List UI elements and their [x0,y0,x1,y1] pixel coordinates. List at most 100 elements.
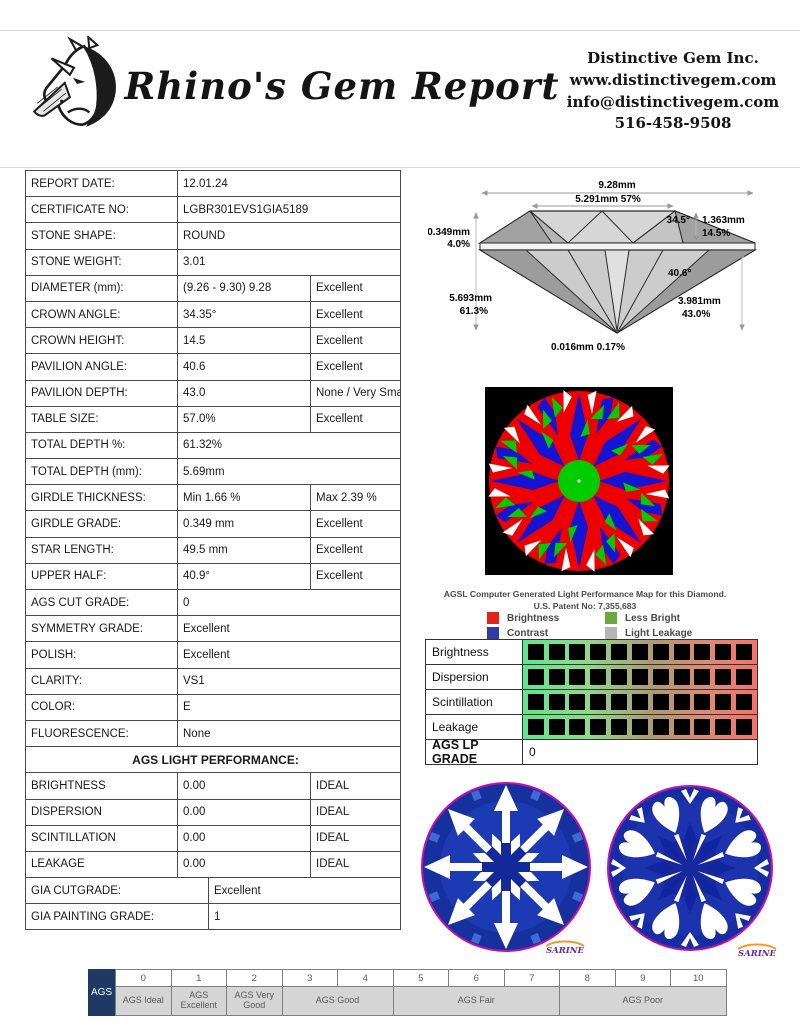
row-value: ROUND [183,229,226,242]
lp-bar-row: Brightness [426,640,757,665]
crown-height-mm-label: 1.363mm [702,215,745,226]
report-table: REPORT DATE: 12.01.24 CERTIFICATE NO: LGBR… [25,170,401,931]
row-value: 5.69mm [183,465,225,478]
row-label: TOTAL DEPTH (mm): [26,459,178,485]
table-row: GIA PAINTING GRADE: 1 [26,904,400,931]
row-label: TABLE SIZE: [26,406,178,432]
row-grade: IDEAL [316,779,350,792]
lp-bar-label: Scintillation [426,690,523,714]
sarine-logo: SARINE [545,940,585,956]
row-value: Excellent [214,884,261,897]
company-phone: 516-458-9508 [614,114,732,133]
row-value: VS1 [183,675,205,688]
legend-item-less-bright: Less Bright [605,612,737,624]
table-row: SYMMETRY GRADE: Excellent [26,616,400,643]
scale-number: 6 [449,969,505,986]
row-label: STONE SHAPE: [26,223,178,249]
table-row: CROWN ANGLE: 34.35° Excellent [26,301,400,329]
table-row: SCINTILLATION 0.00 IDEAL [26,825,400,852]
row-value: 40.6 [178,354,311,380]
row-value: Excellent [183,622,230,635]
table-row: STONE WEIGHT: 3.01 [26,249,400,276]
row-value: 0 [183,596,190,609]
map-caption: AGSL Computer Generated Light Performanc… [425,588,745,613]
table-row: UPPER HALF: 40.9° Excellent [26,563,400,590]
lp-bar-label: Dispersion [426,665,523,689]
row-label: PAVILION DEPTH: [26,380,178,406]
table-row: STAR LENGTH: 49.5 mm Excellent [26,537,400,564]
legend-item-contrast: Contrast [487,627,605,639]
table-row: AGS CUT GRADE: 0 [26,590,400,617]
row-grade: None / Very Small [316,387,400,400]
company-website: www.distinctivegem.com [569,70,777,89]
scale-number: 10 [671,969,727,986]
pavilion-depth-pct-label: 43.0% [682,309,710,320]
legend-label: Light Leakage [625,627,693,639]
company-name: Distinctive Gem Inc. [587,49,759,67]
row-label: LEAKAGE [26,851,178,878]
ags-lp-grade-label: AGS LP GRADE [426,738,523,766]
row-grade: Excellent [316,334,363,347]
row-label: FLUORESCENCE: [26,720,178,747]
report-title: Rhino's Gem Report [124,64,560,108]
table-row: DISPERSION 0.00 IDEAL [26,799,400,826]
row-grade: IDEAL [316,858,350,871]
row-value: 61.32% [183,439,223,452]
table-row: GIA CUTGRADE: Excellent [26,878,400,905]
row-grade: Excellent [316,282,363,295]
table-row: FLUORESCENCE: None [26,720,400,748]
row-label: GIA PAINTING GRADE: [26,904,209,930]
map-legend: Brightness Less Bright Contrast Light Le… [487,612,737,639]
scale-number: 0 [116,969,172,986]
row-value: 57.0% [178,406,311,432]
diamond-profile-diagram: 9.28mm 5.291mm 57% 34.5° 1.363mm 14.5% 0… [428,180,758,353]
scale-number: 1 [171,969,227,986]
legend-item-brightness: Brightness [487,612,605,624]
row-grade: IDEAL [316,832,350,845]
table-row: STONE SHAPE: ROUND [26,223,400,250]
lp-bar-row: Scintillation [426,690,757,715]
scale-number: 4 [338,969,394,986]
row-label: PAVILION ANGLE: [26,354,178,380]
row-grade: Excellent [316,360,363,373]
table-row: CROWN HEIGHT: 14.5 Excellent [26,328,400,355]
table-row: CLARITY: VS1 [26,668,400,695]
row-label: GIA CUTGRADE: [26,878,209,904]
row-value: 0.00 [178,825,311,851]
row-value: 0.349 mm [178,511,311,537]
row-value: 40.9° [178,563,311,589]
light-leakage-swatch-icon [605,627,617,639]
rhino-logo-icon [32,36,116,127]
total-depth-pct-label: 61.3% [460,306,488,317]
legend-label: Contrast [507,627,549,639]
row-value: 43.0 [178,380,311,406]
row-label: CERTIFICATE NO: [26,197,178,223]
row-value: LGBR301EVS1GIA5189 [183,203,309,216]
table-row: TOTAL DEPTH %: 61.32% [26,432,400,460]
top-rule [0,30,800,31]
table-row: COLOR: E [26,694,400,721]
total-width-label: 9.28mm [598,180,635,191]
row-label: BRIGHTNESS [26,773,178,799]
girdle-pct-label: 4.0% [447,239,470,250]
scale-grade: AGS Poor [560,986,727,1016]
row-label: AGS CUT GRADE: [26,590,178,616]
lp-bar-label: Brightness [426,640,523,664]
scale-number: 2 [227,969,283,986]
lp-bar-scintillation [523,690,757,714]
scale-number: 9 [615,969,671,986]
girdle-mm-label: 0.349mm [428,227,470,238]
row-label: DIAMETER (mm): [26,275,178,301]
map-caption-line2: U.S. Patent No: 7,355,683 [533,601,637,612]
row-value: 1 [214,910,221,923]
hearts-image [606,784,774,952]
ags-scale: AGS 0 1 2 3 4 5 6 7 8 9 10 AGS Ideal AGS… [88,969,727,1016]
total-depth-mm-label: 5.693mm [449,293,492,304]
pavilion-angle-label: 40.6° [668,268,691,279]
row-value: 14.5 [178,328,311,354]
svg-text:SARINE: SARINE [738,949,777,959]
svg-text:SARINE: SARINE [546,946,585,956]
table-row: LEAKAGE 0.00 IDEAL [26,851,400,879]
table-row: GIRDLE THICKNESS: Min 1.66 % Max 2.39 % [26,485,400,512]
